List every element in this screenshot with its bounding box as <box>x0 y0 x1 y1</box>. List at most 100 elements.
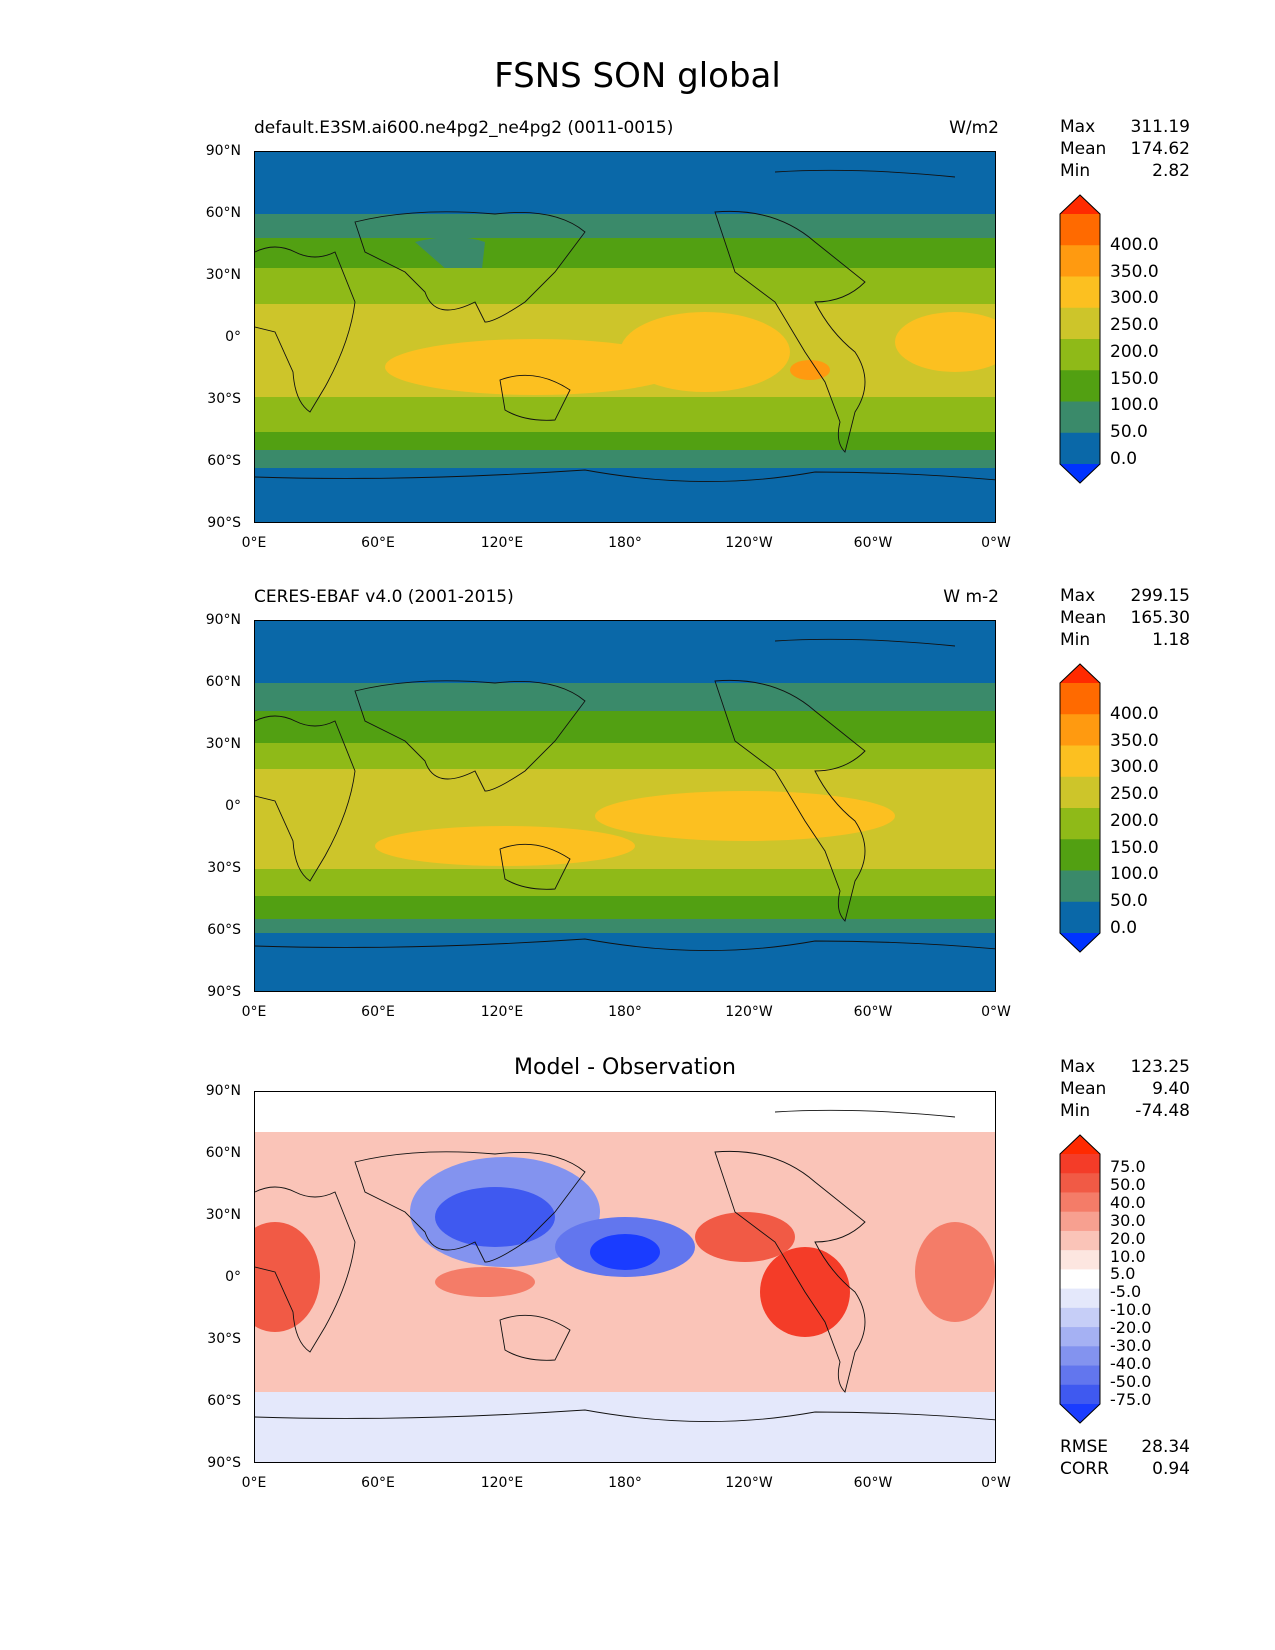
ytick: 60°S <box>207 453 241 469</box>
colorbar-tick-label: 20.0 <box>1110 1228 1146 1248</box>
xtick: 180° <box>608 1004 642 1020</box>
atlantic-high <box>895 312 995 372</box>
band-40s <box>255 397 995 435</box>
colorbar-outline <box>1059 663 1101 953</box>
stats-diff-skill: RMSE 28.34 CORR 0.94 <box>1060 1437 1190 1479</box>
indonesia-pos <box>435 1267 535 1297</box>
panel-model-title: default.E3SM.ai600.ne4pg2_ne4pg2 (0011-0… <box>254 118 674 138</box>
colorbar-segment <box>1060 745 1100 778</box>
colorbar-segment <box>1060 1269 1100 1290</box>
colorbar-tick-label: 5.0 <box>1110 1264 1136 1284</box>
colorbar-segment <box>1060 214 1100 246</box>
colorbar-segment <box>1060 1173 1100 1193</box>
xtick: 60°E <box>361 1004 395 1020</box>
panel-obs-units: W m-2 <box>943 587 999 607</box>
ytick: 60°N <box>205 1145 241 1161</box>
ytick: 0° <box>225 1269 241 1285</box>
colorbar-segment <box>1060 432 1100 465</box>
colorbar-extend-max <box>1060 195 1100 214</box>
panel-diff-title: Model - Observation <box>514 1055 736 1080</box>
colorbar-segment <box>1060 339 1100 371</box>
colorbar-tick-label: 400.0 <box>1110 704 1159 724</box>
band-55s <box>255 432 995 452</box>
coastlines <box>255 169 995 482</box>
band-62s <box>255 919 995 935</box>
ytick: 90°N <box>205 612 241 628</box>
colorbar-tick-label: 40.0 <box>1110 1192 1146 1212</box>
xtick: 0°E <box>241 1004 267 1020</box>
colorbar-tick-label: 300.0 <box>1110 757 1159 778</box>
band-40n <box>255 711 995 747</box>
colorbar-segment <box>1060 870 1100 903</box>
panel-model: default.E3SM.ai600.ne4pg2_ne4pg2 (0011-0… <box>0 0 1275 551</box>
xtick: 0°E <box>241 535 267 551</box>
pacific-neg-core <box>590 1234 660 1270</box>
ytick: 30°S <box>207 1331 241 1347</box>
colorbar-tick-label: -30.0 <box>1110 1336 1152 1355</box>
band-45n <box>255 238 995 272</box>
peru-peak <box>790 360 830 380</box>
colorbar-tick-label: 250.0 <box>1110 784 1159 805</box>
figure-title: FSNS SON global <box>494 56 781 96</box>
asia-neg-core <box>435 1187 555 1247</box>
colorbar-obs <box>1059 663 1101 953</box>
colorbar-tick-label: 100.0 <box>1110 864 1159 885</box>
panel-model-units: W/m2 <box>949 118 999 138</box>
colorbar-tick-label: -50.0 <box>1110 1371 1152 1391</box>
colorbar-tick-label: -40.0 <box>1110 1353 1152 1373</box>
xtick: 0°W <box>981 535 1011 551</box>
colorbar-segment <box>1060 1365 1100 1386</box>
colorbar-tick-label: -20.0 <box>1110 1318 1152 1338</box>
xtick: 60°W <box>853 1004 893 1020</box>
colorbar-segment <box>1060 370 1100 402</box>
xtick: 180° <box>608 535 642 551</box>
colorbar-segment <box>1060 1250 1100 1270</box>
xtick: 120°E <box>480 1004 524 1020</box>
ytick: 30°N <box>205 1207 241 1223</box>
map-model <box>254 151 996 523</box>
xtick: 60°E <box>361 1475 395 1491</box>
colorbar-tick-label: 150.0 <box>1110 368 1159 389</box>
ytick: 60°N <box>205 205 241 221</box>
colorbar-outline <box>1059 194 1101 484</box>
panel-obs: CERES-EBAF v4.0 (2001-2015) W m-2 9 <box>0 470 1275 1020</box>
band-30n <box>255 268 995 308</box>
colorbar-tick-label: 10.0 <box>1110 1246 1146 1266</box>
band-55s <box>255 896 995 922</box>
xtick: 120°W <box>725 535 773 551</box>
stats-diff: Max 123.25 Mean 9.40 Min -74.48 <box>1060 1057 1190 1121</box>
ytick: 90°N <box>205 1083 241 1099</box>
band-antarctic <box>255 933 995 991</box>
colorbar-segment <box>1060 808 1100 840</box>
colorbar-tick-label: 200.0 <box>1110 341 1159 362</box>
colorbar-tick-label: 50.0 <box>1110 890 1148 911</box>
panel-diff: Model - Observation 90° <box>0 940 1275 1491</box>
colorbar-segment <box>1060 1288 1100 1309</box>
colorbar-tick-label: 150.0 <box>1110 837 1159 858</box>
ytick: 90°S <box>207 984 241 1000</box>
xtick: 0°W <box>981 1475 1011 1491</box>
colorbar-segment <box>1060 245 1100 277</box>
colorbar-outline <box>1059 1134 1101 1424</box>
xtick: 120°W <box>725 1475 773 1491</box>
colorbar-segment <box>1060 1230 1100 1251</box>
indian-high <box>375 826 635 866</box>
colorbar-model <box>1059 194 1101 484</box>
stats-model: Max 311.19 Mean 174.62 Min 2.82 <box>1060 117 1190 181</box>
xtick: 60°E <box>361 535 395 551</box>
xtick: 60°W <box>853 535 893 551</box>
colorbar-extend-min <box>1060 933 1100 952</box>
colorbar-segment <box>1060 1327 1100 1347</box>
colorbar-tick-label: 0.0 <box>1110 917 1138 938</box>
colorbar-tick-label: 0.0 <box>1110 448 1138 469</box>
band-60n <box>255 683 995 715</box>
colorbar-tick-label: 50.0 <box>1110 1174 1146 1194</box>
colorbar-segment <box>1060 307 1100 340</box>
colorbar-segment <box>1060 1154 1100 1174</box>
ytick: 90°N <box>205 143 241 159</box>
colorbar-extend-min <box>1060 464 1100 483</box>
colorbar-tick-label: -10.0 <box>1110 1300 1152 1320</box>
colorbar-segment <box>1060 1211 1100 1232</box>
xtick: 60°W <box>853 1475 893 1491</box>
panel-obs-title: CERES-EBAF v4.0 (2001-2015) <box>254 587 514 607</box>
